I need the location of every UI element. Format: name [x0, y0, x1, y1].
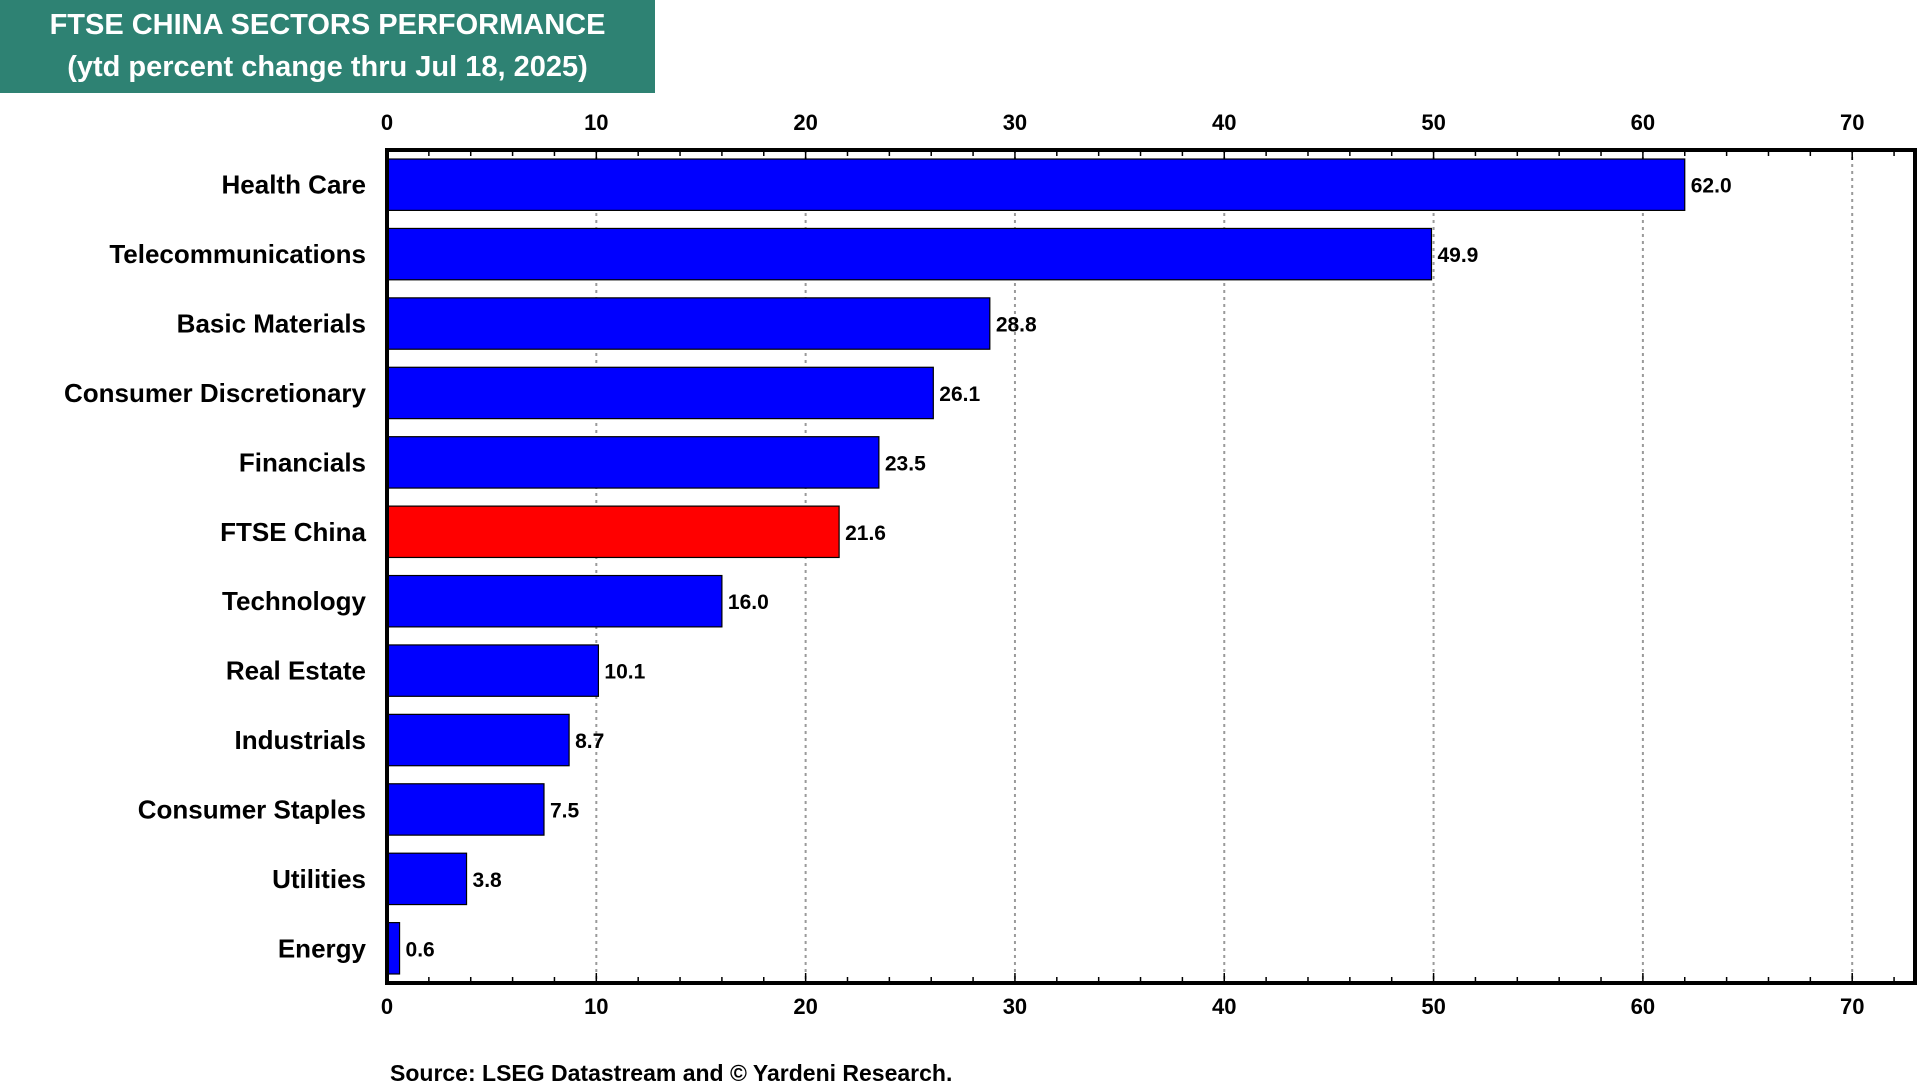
category-label: Telecommunications — [109, 239, 366, 269]
bar-value-label: 28.8 — [996, 314, 1037, 337]
bar — [386, 644, 600, 697]
bar-value-label: 26.1 — [939, 383, 980, 406]
bar — [386, 366, 934, 420]
chart-title-box: FTSE CHINA SECTORS PERFORMANCE (ytd perc… — [0, 0, 655, 93]
bar — [386, 505, 840, 559]
bar — [386, 227, 1433, 281]
x-tick-label-top: 0 — [381, 110, 393, 135]
category-label: Energy — [278, 933, 367, 963]
category-label: Financials — [239, 447, 366, 477]
category-label: Industrials — [235, 725, 366, 755]
chart-title: FTSE CHINA SECTORS PERFORMANCE — [49, 9, 606, 41]
x-tick-label-bottom: 30 — [1003, 994, 1027, 1019]
x-tick-label-top: 40 — [1212, 110, 1236, 135]
bar-value-label: 62.0 — [1691, 175, 1732, 198]
bar-value-label: 23.5 — [885, 452, 926, 475]
source-note: Source: LSEG Datastream and © Yardeni Re… — [390, 1060, 953, 1086]
x-tick-label-bottom: 60 — [1631, 994, 1655, 1019]
bar-value-label: 10.1 — [604, 661, 645, 684]
x-tick-label-top: 50 — [1421, 110, 1445, 135]
x-tick-label-top: 10 — [584, 110, 608, 135]
bar — [386, 852, 468, 906]
x-tick-label-bottom: 0 — [381, 994, 393, 1019]
category-label: Consumer Discretionary — [64, 378, 367, 408]
x-tick-label-bottom: 40 — [1212, 994, 1236, 1019]
bar-value-label: 8.7 — [575, 730, 604, 753]
chart-subtitle: (ytd percent change thru Jul 18, 2025) — [67, 51, 588, 83]
bar — [386, 713, 570, 767]
x-tick-label-bottom: 10 — [584, 994, 608, 1019]
category-label: Consumer Staples — [138, 794, 366, 824]
bar-value-label: 7.5 — [550, 799, 580, 822]
x-tick-label-bottom: 20 — [793, 994, 817, 1019]
bar — [386, 158, 1686, 211]
category-label: Real Estate — [226, 656, 366, 686]
bar-value-label: 16.0 — [728, 591, 769, 614]
bar-value-label: 21.6 — [845, 522, 886, 545]
category-label: Utilities — [272, 864, 366, 894]
category-label: Technology — [222, 586, 367, 616]
bar — [386, 783, 545, 836]
bar — [386, 574, 723, 628]
x-tick-label-top: 30 — [1003, 110, 1027, 135]
bar-value-label: 3.8 — [473, 869, 503, 892]
plot-frame — [385, 148, 1917, 985]
x-tick-label-top: 70 — [1840, 110, 1864, 135]
category-label: Health Care — [222, 170, 367, 200]
category-label: Basic Materials — [177, 309, 366, 339]
x-tick-label-bottom: 70 — [1840, 994, 1864, 1019]
bar — [386, 297, 991, 350]
bar-value-label: 49.9 — [1437, 244, 1478, 267]
bar — [386, 436, 880, 489]
category-label: FTSE China — [220, 517, 366, 547]
x-tick-label-bottom: 50 — [1421, 994, 1445, 1019]
bar-value-label: 0.6 — [406, 938, 435, 961]
x-tick-label-top: 60 — [1631, 110, 1655, 135]
x-tick-label-top: 20 — [793, 110, 817, 135]
